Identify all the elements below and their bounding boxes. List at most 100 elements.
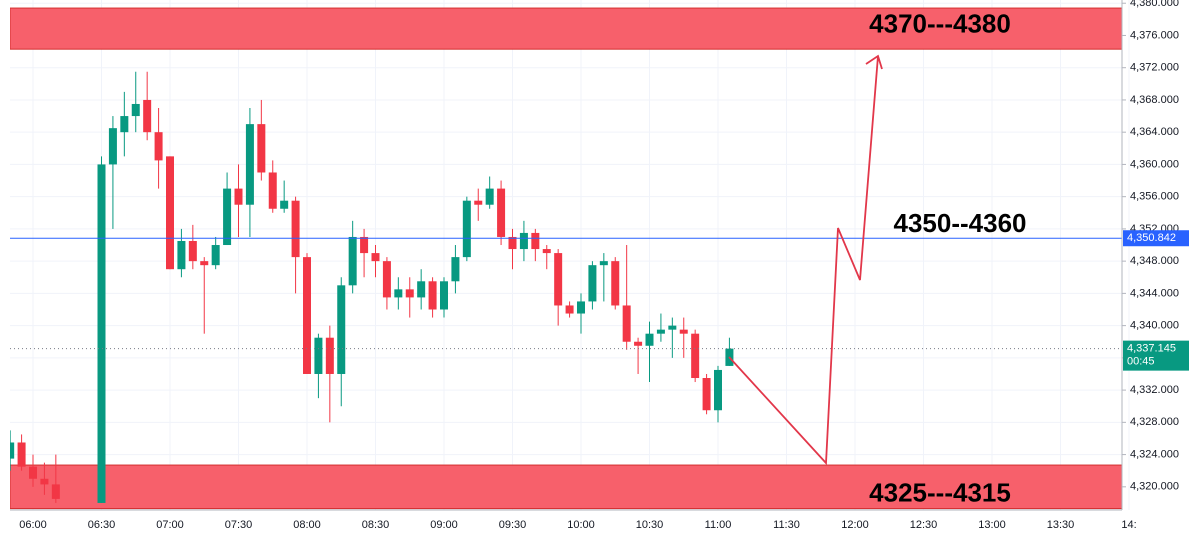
x-tick-label: 10:30 [636, 519, 664, 531]
candle-body [451, 257, 460, 282]
candle-body [154, 132, 163, 161]
x-tick-label: 13:00 [978, 519, 1006, 531]
x-tick-label: 14: [1121, 519, 1136, 531]
candle-body [211, 245, 220, 266]
x-tick-label: 06:00 [19, 519, 47, 531]
candle-body [599, 261, 608, 266]
y-tick-label: 4,324.000 [1130, 448, 1179, 460]
candle-body [131, 103, 140, 117]
y-tick-label: 4,328.000 [1130, 416, 1179, 428]
candle-body [656, 329, 665, 334]
candle-body [188, 240, 197, 262]
last-price-box [1123, 340, 1189, 371]
candle-body [108, 128, 117, 165]
countdown-label: 00:45 [1127, 356, 1155, 368]
candle-body [245, 124, 254, 205]
y-tick-label: 4,368.000 [1130, 94, 1179, 106]
y-tick-label: 4,332.000 [1130, 384, 1179, 396]
candle-body [497, 188, 506, 237]
y-tick-label: 4,360.000 [1130, 158, 1179, 170]
candle-body [428, 281, 437, 310]
plot-area [10, 7, 1122, 510]
x-tick-label: 09:30 [499, 519, 527, 531]
y-tick-label: 4,320.000 [1130, 481, 1179, 493]
y-tick-label: 4,372.000 [1130, 62, 1179, 74]
x-tick-label: 08:30 [362, 519, 390, 531]
candle-body [485, 188, 494, 205]
y-tick-label: 4,340.000 [1130, 320, 1179, 332]
candle-body [531, 232, 540, 250]
candle-body [120, 116, 129, 133]
x-tick-label: 12:30 [910, 519, 938, 531]
candle-body [382, 261, 391, 298]
candle-body [280, 200, 289, 209]
candle-body [40, 478, 49, 485]
x-tick-label: 11:00 [705, 519, 732, 531]
candle-body [554, 253, 563, 306]
candle-body [303, 257, 311, 374]
last-price-label: 4,337.145 [1127, 343, 1176, 355]
candle-body [291, 200, 300, 258]
candle-body [519, 232, 528, 250]
candle-body [588, 265, 597, 302]
candle-body [542, 249, 551, 254]
x-tick-label: 09:00 [430, 519, 458, 531]
x-tick-label: 06:30 [88, 519, 116, 531]
candle-body [166, 156, 174, 270]
x-tick-label: 11:30 [773, 519, 800, 531]
y-tick-label: 4,376.000 [1130, 29, 1179, 41]
candle-body [314, 337, 323, 374]
candle-body [29, 466, 37, 479]
y-tick-label: 4,364.000 [1130, 126, 1179, 138]
candle-body [337, 285, 346, 374]
candle-body [371, 253, 380, 262]
candle-body [679, 329, 688, 334]
candle-body [417, 281, 426, 298]
y-tick-label: 4,380.000 [1130, 0, 1179, 9]
candle-body [143, 99, 152, 133]
candle-body [10, 442, 15, 459]
x-tick-label: 13:30 [1047, 519, 1075, 531]
candle-body [714, 369, 722, 411]
candle-body [97, 164, 106, 503]
level-label: 4350--4360 [894, 208, 1027, 238]
y-tick-label: 4,348.000 [1130, 255, 1179, 267]
y-tick-label: 4,356.000 [1130, 191, 1179, 203]
candle-body [325, 337, 334, 374]
candle-body [268, 172, 277, 209]
candle-body [565, 305, 574, 314]
zone [10, 7, 1122, 50]
candle-body [360, 236, 369, 254]
candle-body [702, 378, 711, 411]
zone-label: 4325---4315 [869, 478, 1011, 508]
x-tick-label: 07:00 [156, 519, 184, 531]
candle-body [668, 325, 677, 330]
x-tick-label: 10:00 [567, 519, 595, 531]
projection-path [728, 55, 879, 466]
candle-body [177, 240, 186, 270]
projection-arrowhead [865, 54, 883, 70]
candle-body [462, 200, 471, 258]
candle-body [611, 261, 620, 306]
candle-body [394, 289, 403, 298]
candle-body [234, 188, 243, 205]
candle-body [508, 236, 517, 250]
candle-body [405, 289, 414, 298]
x-tick-label: 12:00 [841, 519, 869, 531]
x-tick-label: 08:00 [293, 519, 321, 531]
zone-label: 4370---4380 [869, 8, 1011, 38]
candle-body [577, 301, 585, 314]
level-price-label: 4,350.842 [1127, 232, 1176, 244]
candle-body [51, 484, 60, 499]
candle-body [440, 281, 448, 310]
candle-body [223, 188, 232, 246]
zone [10, 464, 1122, 510]
level-price-box [1123, 230, 1189, 247]
candle-body [691, 333, 700, 379]
candle-body [474, 200, 483, 205]
x-tick-label: 07:30 [225, 519, 253, 531]
candle-body [348, 236, 357, 286]
